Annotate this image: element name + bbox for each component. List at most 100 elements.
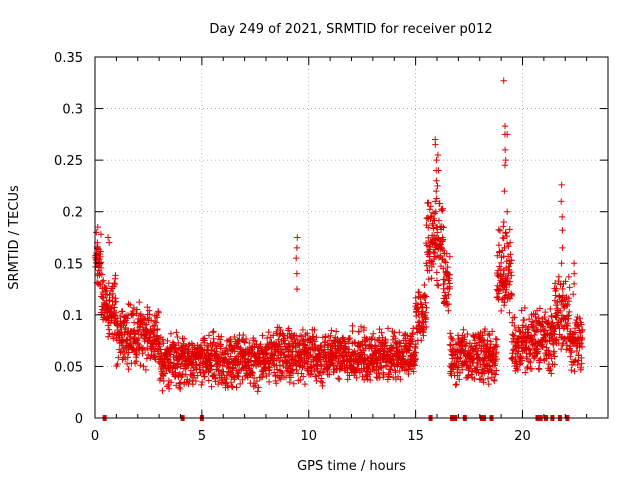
data-point <box>218 333 225 340</box>
data-point <box>259 373 266 381</box>
data-point <box>297 376 304 384</box>
data-point <box>557 345 565 353</box>
data-point <box>501 187 508 195</box>
data-point <box>119 308 126 315</box>
data-point <box>144 303 151 311</box>
data-point <box>250 383 258 390</box>
data-point <box>210 328 217 335</box>
data-point <box>123 319 130 327</box>
data-point <box>201 335 208 342</box>
data-point <box>299 363 307 371</box>
data-point <box>104 333 112 340</box>
data-point <box>357 323 365 331</box>
data-point <box>339 358 346 365</box>
data-point <box>378 329 385 336</box>
data-point <box>167 363 174 370</box>
data-point <box>374 360 381 367</box>
data-point <box>135 334 142 342</box>
data-point <box>173 329 180 336</box>
data-point <box>164 337 171 345</box>
data-point <box>203 342 211 349</box>
data-point <box>270 369 278 376</box>
data-point <box>329 358 337 366</box>
data-point <box>446 253 454 260</box>
y-tick-label: 0.1 <box>62 309 83 324</box>
data-point <box>152 319 160 326</box>
data-point <box>421 294 428 301</box>
data-point <box>208 383 215 390</box>
data-point <box>503 208 511 215</box>
data-point <box>326 362 333 369</box>
data-point <box>249 369 256 377</box>
data-point <box>240 331 247 339</box>
data-point <box>110 335 117 342</box>
data-point <box>345 346 353 353</box>
data-point <box>496 227 504 234</box>
data-point <box>265 378 273 386</box>
data-point <box>550 348 558 355</box>
data-point <box>97 264 105 272</box>
data-point <box>567 353 574 360</box>
data-point <box>307 371 315 378</box>
data-point <box>227 353 234 360</box>
data-point <box>112 309 120 316</box>
data-point <box>263 334 271 342</box>
data-point <box>328 327 335 334</box>
data-point <box>413 305 421 313</box>
data-point <box>304 366 311 374</box>
data-point <box>422 299 429 306</box>
data-point <box>132 351 140 358</box>
data-point <box>133 306 141 313</box>
data-point <box>351 338 358 346</box>
data-point <box>293 270 301 277</box>
data-point <box>98 278 106 286</box>
data-point <box>125 300 132 308</box>
data-point <box>335 375 342 382</box>
data-point <box>384 325 392 332</box>
data-point <box>150 327 158 334</box>
data-point <box>230 371 237 379</box>
data-point <box>342 345 349 352</box>
data-point <box>287 362 294 369</box>
data-point <box>157 346 164 353</box>
y-tick-label: 0.3 <box>62 103 83 118</box>
chart-title: Day 249 of 2021, SRMTID for receiver p01… <box>209 22 492 37</box>
data-point <box>578 360 585 367</box>
data-point <box>242 335 250 343</box>
data-point <box>233 384 240 391</box>
data-point <box>356 369 364 376</box>
data-point <box>154 308 162 315</box>
data-point <box>432 208 440 215</box>
data-point <box>290 380 297 387</box>
data-point <box>311 326 318 334</box>
data-point <box>304 330 311 337</box>
data-point <box>287 374 295 381</box>
data-point <box>430 225 437 232</box>
data-point <box>210 339 218 346</box>
y-tick-label: 0 <box>75 412 83 427</box>
data-point <box>412 349 419 356</box>
data-point <box>198 381 205 389</box>
data-point <box>138 345 146 352</box>
data-point <box>227 335 234 343</box>
data-point <box>266 364 273 372</box>
data-point <box>570 280 578 288</box>
data-point <box>500 77 507 84</box>
data-point <box>244 374 252 381</box>
data-point <box>287 334 294 341</box>
data-point <box>177 385 184 393</box>
data-point <box>197 341 205 349</box>
data-point <box>227 379 235 386</box>
data-point <box>421 281 428 289</box>
data-point <box>555 273 563 280</box>
data-point <box>293 285 301 293</box>
y-tick-label: 0.2 <box>62 206 83 221</box>
data-point <box>122 324 129 332</box>
data-point <box>174 364 181 371</box>
x-axis-title: GPS time / hours <box>297 459 406 474</box>
data-point <box>311 366 318 374</box>
data-point <box>121 328 129 336</box>
data-point <box>193 360 200 368</box>
data-point <box>196 365 203 373</box>
